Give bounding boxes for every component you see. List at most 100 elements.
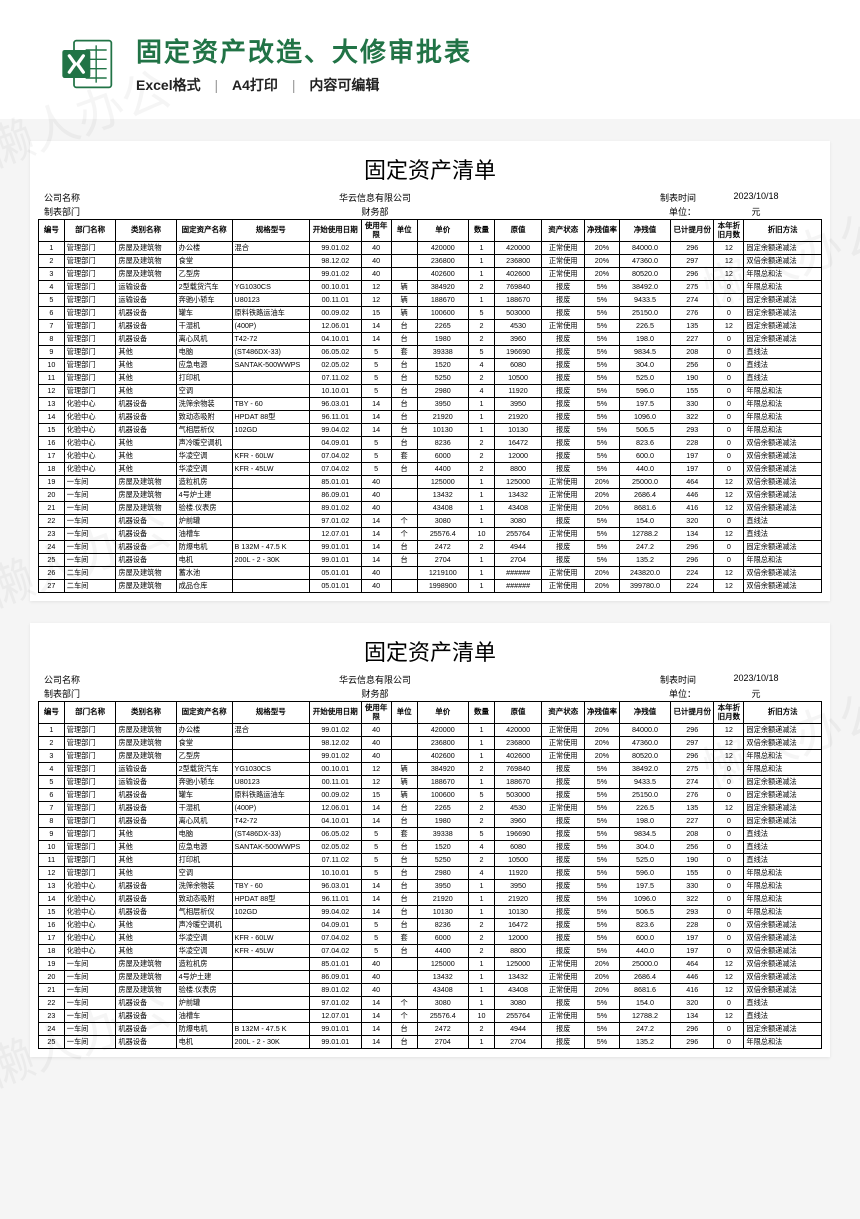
table-cell: 96.03.01: [310, 880, 362, 893]
table-cell: 机器设备: [116, 802, 176, 815]
table-cell: 19: [39, 958, 65, 971]
table-cell: [232, 958, 309, 971]
table-row: 9管理部门其他电脑(ST486DX-33)06.05.025套393385196…: [39, 346, 822, 359]
table-cell: 07.04.02: [310, 450, 362, 463]
table-cell: 化验中心: [64, 398, 116, 411]
table-cell: 17: [39, 932, 65, 945]
table-cell: YG1030CS: [232, 281, 309, 294]
table-cell: 208: [671, 828, 714, 841]
table-cell: 验楼.仪表房: [176, 502, 232, 515]
table-cell: 3960: [494, 333, 541, 346]
table-cell: 声冷暖空调机: [176, 437, 232, 450]
table-cell: [232, 580, 309, 593]
table-cell: 固定余额递减法: [744, 724, 822, 737]
table-cell: 5%: [585, 463, 619, 476]
table-column-header: 单位: [391, 220, 417, 242]
table-cell: 208: [671, 346, 714, 359]
table-cell: 二车间: [64, 580, 116, 593]
table-column-header: 已计提月份: [671, 220, 714, 242]
table-cell: B 132M - 47.5 K: [232, 541, 309, 554]
table-cell: 98.12.02: [310, 737, 362, 750]
table-column-header: 开始使用日期: [310, 220, 362, 242]
table-cell: 化验中心: [64, 463, 116, 476]
table-row: 24一车间机器设备防爆电机B 132M - 47.5 K99.01.0114台2…: [39, 1023, 822, 1036]
table-cell: 228: [671, 919, 714, 932]
table-cell: 330: [671, 880, 714, 893]
table-cell: 5%: [585, 281, 619, 294]
table-cell: 4: [39, 763, 65, 776]
table-cell: [391, 502, 417, 515]
table-cell: 1998900: [417, 580, 469, 593]
table-cell: 43408: [494, 502, 541, 515]
table-cell: 正常使用: [542, 750, 585, 763]
table-cell: 年限总和法: [744, 385, 822, 398]
table-cell: 一车间: [64, 528, 116, 541]
table-cell: 5%: [585, 346, 619, 359]
company-value: 华云信息有限公司: [124, 673, 626, 686]
table-row: 15化验中心机器设备气相层析仪102GD99.04.0214台101301101…: [39, 906, 822, 919]
table-cell: 0: [714, 294, 744, 307]
table-cell: 一车间: [64, 984, 116, 997]
table-cell: 2: [469, 1023, 495, 1036]
table-cell: 0: [714, 997, 744, 1010]
asset-table-1: 编号部门名称类别名称固定资产名称规格型号开始使用日期使用年限单位单价数量原值资产…: [38, 219, 822, 593]
table-cell: 报废: [542, 346, 585, 359]
table-cell: 25150.0: [619, 789, 671, 802]
table-cell: 0: [714, 333, 744, 346]
table-cell: 其他: [116, 841, 176, 854]
table-cell: 1: [469, 476, 495, 489]
table-cell: 43408: [494, 984, 541, 997]
table-cell: 报废: [542, 932, 585, 945]
table-cell: 99.04.02: [310, 424, 362, 437]
table-cell: 管理部门: [64, 841, 116, 854]
table-cell: 1520: [417, 841, 469, 854]
table-cell: [232, 528, 309, 541]
table-cell: 100600: [417, 307, 469, 320]
table-cell: 12000: [494, 932, 541, 945]
table-cell: 89.01.02: [310, 502, 362, 515]
table-cell: 21920: [494, 411, 541, 424]
table-cell: 4530: [494, 320, 541, 333]
table-row: 22一车间机器设备炉前罐97.01.0214个308013080报废5%154.…: [39, 515, 822, 528]
table-cell: 12.06.01: [310, 802, 362, 815]
table-cell: 4: [39, 281, 65, 294]
table-cell: 5%: [585, 776, 619, 789]
table-row: 1管理部门房屋及建筑物办公楼混合99.01.02404200001420000正…: [39, 724, 822, 737]
table-cell: 0: [714, 554, 744, 567]
table-cell: 0: [714, 763, 744, 776]
table-cell: 一车间: [64, 476, 116, 489]
table-cell: 2: [469, 450, 495, 463]
table-cell: 其他: [116, 919, 176, 932]
table-cell: 0: [714, 385, 744, 398]
table-cell: 14: [361, 802, 391, 815]
table-cell: 年限总和法: [744, 893, 822, 906]
table-cell: 1: [469, 893, 495, 906]
table-cell: 气相层析仪: [176, 906, 232, 919]
table-cell: 6000: [417, 932, 469, 945]
table-cell: 年限总和法: [744, 867, 822, 880]
table-cell: 2704: [494, 1036, 541, 1049]
table-column-header: 单价: [417, 220, 469, 242]
table-column-header: 资产状态: [542, 220, 585, 242]
table-cell: 12: [361, 776, 391, 789]
table-cell: 4944: [494, 1023, 541, 1036]
table-cell: 1: [469, 294, 495, 307]
table-cell: 416: [671, 984, 714, 997]
table-cell: 台: [391, 815, 417, 828]
table-cell: 报废: [542, 333, 585, 346]
table-cell: 135.2: [619, 1036, 671, 1049]
table-cell: 机器设备: [116, 320, 176, 333]
table-row: 23一车间机器设备油槽车12.07.0114个25576.410255764正常…: [39, 1010, 822, 1023]
table-row: 20一车间房屋及建筑物4号炉土建86.09.014013432113432正常使…: [39, 489, 822, 502]
table-cell: 个: [391, 528, 417, 541]
table-cell: 10: [39, 841, 65, 854]
table-cell: 224: [671, 580, 714, 593]
table-cell: 5%: [585, 515, 619, 528]
table-cell: 管理部门: [64, 776, 116, 789]
table-cell: (ST486DX-33): [232, 346, 309, 359]
table-cell: 236800: [417, 737, 469, 750]
table-cell: 190: [671, 372, 714, 385]
table-cell: 2704: [417, 1036, 469, 1049]
table-cell: 正常使用: [542, 971, 585, 984]
table-cell: 297: [671, 737, 714, 750]
